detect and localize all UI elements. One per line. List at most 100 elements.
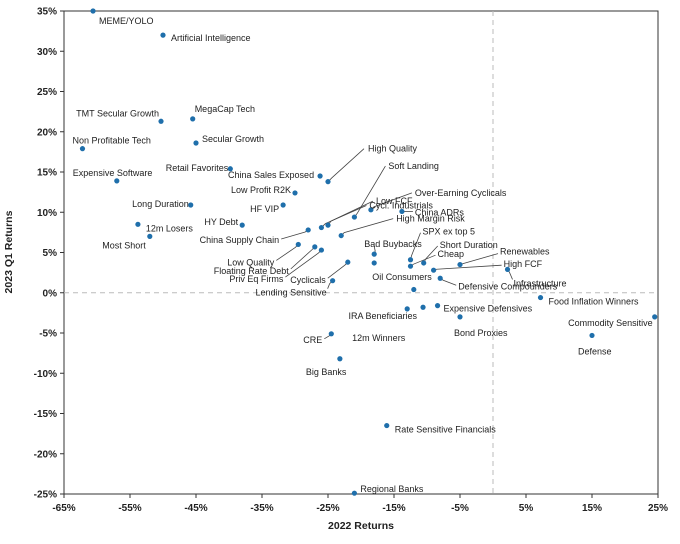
label-leader-line xyxy=(281,229,309,240)
data-point xyxy=(79,146,86,152)
point-label: Cyclicals xyxy=(290,275,326,285)
label-leader-line xyxy=(327,148,365,182)
label-leader-line xyxy=(423,245,438,264)
y-tick-label: 15% xyxy=(37,168,57,179)
x-axis-ticks: -65% -55% -45% -35% -25% -15% -5% 5% 15% 25% xyxy=(52,494,668,514)
y-axis-ticks: 35% 30% 25% 20% 15% 10% 5% 0% -5% -10% -15% -20% -25… xyxy=(34,7,64,501)
data-point xyxy=(158,118,164,124)
data-point xyxy=(407,263,414,269)
data-point xyxy=(325,179,331,185)
data-point xyxy=(317,173,323,179)
point-label: Expensive Defensives xyxy=(444,304,533,314)
point-label: Food Inflation Winners xyxy=(549,297,640,307)
data-point xyxy=(295,241,301,248)
y-axis-title: 2023 Q1 Returns xyxy=(3,210,15,293)
y-tick-label: 35% xyxy=(37,7,57,18)
point-label: Defensive Compounders xyxy=(458,281,558,291)
data-point xyxy=(399,208,405,215)
point-label: Lending Sensitive xyxy=(256,288,327,298)
data-point xyxy=(190,116,196,122)
y-tick-label: -15% xyxy=(34,409,57,420)
y-tick-label: 10% xyxy=(37,208,57,219)
data-point xyxy=(504,266,511,273)
data-point xyxy=(404,306,410,312)
y-tick-label: -20% xyxy=(34,449,57,460)
point-label: Non Profitable Tech xyxy=(72,136,150,146)
point-label: Over-Earning Cyclicals xyxy=(415,188,507,198)
data-point xyxy=(239,222,245,228)
y-tick-label: 20% xyxy=(37,127,57,138)
point-label: Priv Eq Firms xyxy=(229,274,284,284)
x-tick-label: -25% xyxy=(316,503,339,514)
data-point xyxy=(114,178,120,184)
data-point xyxy=(337,356,343,362)
point-label: Cheap xyxy=(438,249,465,259)
data-point xyxy=(371,260,377,266)
point-label: Bond Proxies xyxy=(454,328,508,338)
data-point xyxy=(160,32,166,38)
reference-lines xyxy=(64,11,658,494)
y-tick-label: 5% xyxy=(43,248,58,259)
data-point xyxy=(188,202,194,208)
point-label: China Sales Exposed xyxy=(228,170,314,180)
point-label: Rate Sensitive Financials xyxy=(395,425,497,435)
point-label: 12m Winners xyxy=(352,333,406,343)
point-label: China ADRs xyxy=(415,207,465,217)
data-point xyxy=(312,244,318,250)
data-point xyxy=(147,233,153,239)
data-point xyxy=(338,232,344,239)
label-leader-line xyxy=(285,249,322,278)
data-point xyxy=(135,221,141,227)
point-label: Regional Banks xyxy=(360,484,424,494)
point-label: CRE xyxy=(303,335,322,345)
data-point xyxy=(292,190,298,196)
x-tick-label: 15% xyxy=(582,503,602,514)
label-leader-line xyxy=(276,244,299,261)
data-point xyxy=(227,166,233,172)
point-label: Soft Landing xyxy=(388,161,439,171)
x-tick-label: 25% xyxy=(648,503,668,514)
data-point xyxy=(411,286,417,293)
data-point xyxy=(368,207,374,213)
y-tick-label: -10% xyxy=(34,369,57,380)
data-point xyxy=(193,140,199,146)
data-point xyxy=(280,202,286,208)
data-point xyxy=(421,260,427,266)
data-point xyxy=(589,332,595,339)
point-label: Long Duration xyxy=(132,199,189,209)
label-leader-line xyxy=(340,218,394,236)
data-point xyxy=(305,227,311,233)
data-point xyxy=(325,222,331,228)
x-axis-title: 2022 Returns xyxy=(328,520,394,532)
data-point xyxy=(434,303,441,309)
x-tick-label: -55% xyxy=(118,503,141,514)
point-label: Low Profit R2K xyxy=(231,185,291,195)
plot-frame xyxy=(63,10,659,495)
point-label: Expensive Software xyxy=(73,168,153,178)
point-label: TMT Secular Growth xyxy=(76,108,159,118)
data-point xyxy=(407,257,414,263)
data-point xyxy=(330,278,336,284)
x-tick-label: -65% xyxy=(52,503,75,514)
point-label: China Supply Chain xyxy=(200,235,280,245)
label-leader-line xyxy=(439,277,457,286)
x-tick-label: -45% xyxy=(184,503,207,514)
data-point xyxy=(351,490,357,496)
data-point xyxy=(328,331,334,337)
y-tick-label: -5% xyxy=(39,329,57,340)
data-point xyxy=(90,8,96,14)
y-tick-label: -25% xyxy=(34,490,57,501)
point-label: Big Banks xyxy=(306,367,347,377)
point-label: High Quality xyxy=(368,144,418,154)
data-point xyxy=(437,275,443,281)
data-point xyxy=(351,214,357,220)
point-label: Low Quality xyxy=(227,257,275,267)
data-point xyxy=(457,261,463,268)
data-point xyxy=(431,267,437,273)
data-point xyxy=(345,259,351,265)
y-tick-label: 0% xyxy=(43,288,58,299)
point-label: Artificial Intelligence xyxy=(171,33,251,43)
data-point xyxy=(652,314,658,320)
point-label: HY Debt xyxy=(204,217,238,227)
